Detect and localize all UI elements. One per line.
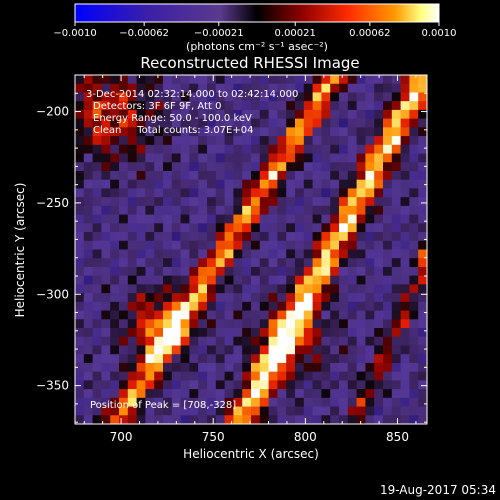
annotation-clean-counts: Clean Total counts: 3.07E+04 <box>93 125 253 136</box>
colorbar-tick-label: −0.00062 <box>119 28 169 39</box>
colorbar-tick-label: −0.00021 <box>194 28 244 39</box>
x-tick-label: 750 <box>202 430 225 444</box>
y-tick-label: −350 <box>36 379 69 393</box>
x-tick-label: 700 <box>110 430 133 444</box>
y-tick-label: −300 <box>36 287 69 301</box>
x-tick-label: 850 <box>386 430 409 444</box>
colorbar-gradient <box>74 3 440 23</box>
annotation-block: 3-Dec-2014 02:32:14.000 to 02:42:14.000 … <box>86 89 298 411</box>
x-axis-label: Heliocentric X (arcsec) <box>183 447 319 461</box>
annotation-peak-position: Position of Peak = [708,-328] <box>90 400 236 411</box>
colorbar-ticks: −0.0010 −0.00062 −0.00021 0.00021 0.00062 0.0… <box>53 22 457 39</box>
colorbar-tick-label: 0.00021 <box>275 28 316 39</box>
y-tick-label: −200 <box>36 105 69 119</box>
colorbar-tick-label: 0.00062 <box>349 28 390 39</box>
footer-timestamp: 19-Aug-2017 05:34 <box>380 483 496 497</box>
heatmap-image <box>75 75 427 424</box>
colorbar: −0.0010 −0.00062 −0.00021 0.00021 0.00062 0.0… <box>53 3 457 53</box>
y-axis-label: Heliocentric Y (arcsec) <box>13 183 27 318</box>
y-tick-label: −250 <box>36 196 69 210</box>
x-tick-label: 800 <box>294 430 317 444</box>
colorbar-tick-label: 0.0010 <box>422 28 457 39</box>
annotation-time-range: 3-Dec-2014 02:32:14.000 to 02:42:14.000 <box>86 89 298 100</box>
colorbar-unit-label: (photons cm⁻² s⁻¹ asec⁻²) <box>186 40 328 53</box>
axis-ticks: 700 750 800 850 −200 −250 −300 −350 <box>36 74 427 444</box>
colorbar-tick-label: −0.0010 <box>53 28 96 39</box>
chart-title: Reconstructed RHESSI Image <box>140 54 359 72</box>
annotation-detectors: Detectors: 3F 6F 9F, Att 0 <box>93 101 221 112</box>
annotation-energy-range: Energy Range: 50.0 - 100.0 keV <box>93 113 252 124</box>
plot-frame <box>74 74 428 425</box>
